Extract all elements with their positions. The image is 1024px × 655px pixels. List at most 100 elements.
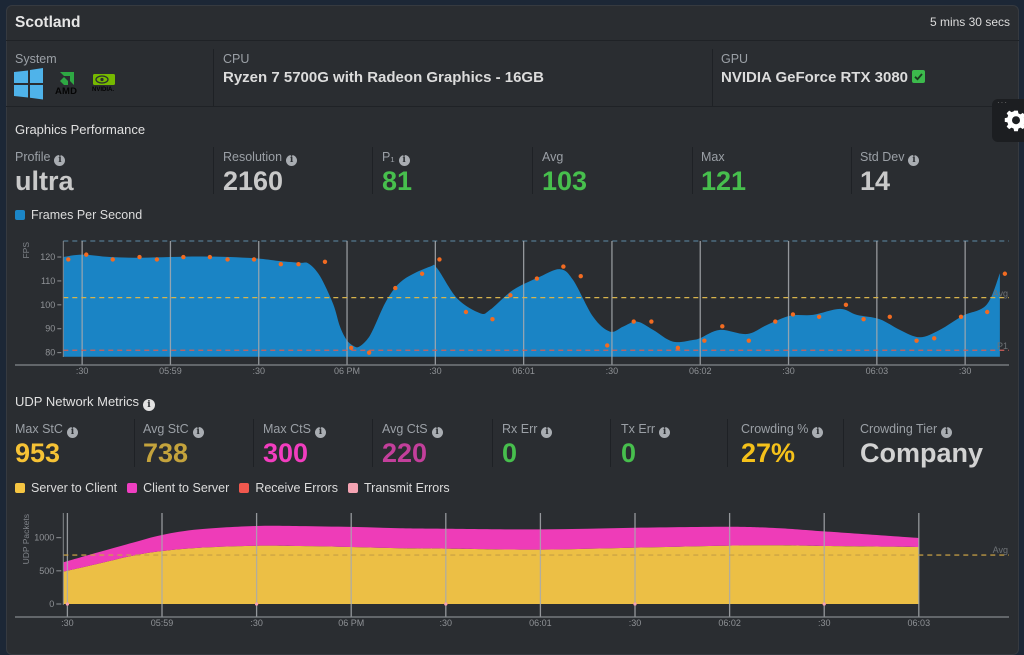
- fps-sample-point: [463, 309, 469, 315]
- fps-x-tick-label: :30: [782, 366, 795, 376]
- gpu-value: NVIDIA GeForce RTX 3080: [721, 69, 909, 86]
- info-icon[interactable]: i: [908, 155, 920, 166]
- divider: [692, 147, 693, 194]
- legend-label-client-to-server[interactable]: Client to Server: [143, 481, 230, 495]
- system-row-divider: [6, 106, 1019, 107]
- fps-sample-point: [490, 316, 495, 322]
- legend-swatch: [127, 483, 138, 493]
- udp-error-marker-transmit-errors: [633, 602, 637, 606]
- elapsed-time: 5 mins 30 secs: [929, 15, 1010, 29]
- fps-sample-point: [675, 345, 681, 351]
- stat-label-text: P₁: [382, 150, 395, 164]
- fps-sample-point: [366, 350, 372, 355]
- gpu-label: GPU: [721, 52, 749, 66]
- fps-sample-point: [278, 261, 284, 267]
- udp-error-marker-transmit-errors: [822, 602, 826, 606]
- stat-value: 0: [502, 438, 518, 468]
- divider: [213, 147, 214, 194]
- fps-legend: Frames Per Second: [15, 207, 152, 223]
- fps-sample-point: [348, 345, 354, 351]
- stat-label: Rx Err i: [502, 420, 553, 438]
- info-icon[interactable]: i: [286, 155, 298, 166]
- cpu-label: CPU: [223, 52, 250, 66]
- gpu-row: NVIDIA GeForce RTX 3080: [721, 68, 926, 88]
- fps-x-tick-label: 06:01: [512, 366, 535, 376]
- udp-x-tick-label: :30: [61, 618, 74, 628]
- fps-sample-point: [137, 254, 142, 260]
- stat-label: Profile i: [15, 148, 66, 166]
- fps-sample-point: [322, 259, 328, 264]
- fps-y-tick-label: 90: [45, 324, 55, 334]
- info-icon[interactable]: i: [541, 427, 553, 438]
- udp-x-tick-label: :30: [440, 618, 453, 628]
- stat-label: Std Dev i: [860, 148, 920, 166]
- info-icon[interactable]: i: [143, 399, 156, 411]
- info-icon[interactable]: i: [659, 427, 671, 438]
- fps-y-tick-label: 100: [40, 300, 55, 310]
- legend-swatch: [15, 483, 25, 493]
- nvidia-logo-text: NVIDIA.: [92, 87, 115, 93]
- stat-label: Resolution i: [223, 148, 298, 166]
- legend-label[interactable]: Frames Per Second: [31, 208, 143, 222]
- graphics-section-title: Graphics Performance: [15, 122, 146, 137]
- check-square-icon: [912, 70, 926, 83]
- stat-value: Company: [860, 438, 984, 468]
- udp-chart: Avg 0 500 1000:30 05:59:30 06 PM:30 06:01:30 06…: [15, 513, 1009, 628]
- stat-value: 220: [382, 438, 428, 468]
- stat-value: 953: [15, 438, 61, 468]
- stat-label: Avg CtS i: [382, 420, 443, 438]
- amd-logo-text: AMD: [55, 86, 78, 97]
- udp-x-tick-label: 06:01: [529, 618, 552, 628]
- fps-sample-point: [251, 257, 257, 262]
- fps-sample-point: [296, 261, 301, 267]
- info-icon[interactable]: i: [941, 427, 953, 438]
- info-icon[interactable]: i: [398, 155, 410, 166]
- settings-button[interactable]: ···: [992, 99, 1024, 142]
- stat-label: Max CtS i: [263, 420, 326, 438]
- stat-label: Max: [701, 150, 725, 164]
- fps-sample-point: [649, 319, 654, 324]
- legend-label-transmit-errors[interactable]: Transmit Errors: [363, 481, 450, 495]
- fps-sample-point: [746, 338, 752, 343]
- fps-x-tick-label: :30: [76, 366, 89, 376]
- stat-label: Crowding Tier i: [860, 420, 953, 438]
- stat-value: 121: [701, 166, 747, 196]
- stat-value: 0: [621, 438, 637, 468]
- fps-y-tick-label: 80: [45, 348, 55, 358]
- fps-sample-point: [393, 285, 398, 291]
- stat-value: ultra: [15, 166, 74, 196]
- udp-x-tick-label: :30: [818, 618, 831, 628]
- stat-label-text: Std Dev: [860, 150, 905, 164]
- udp-x-tick-label: :30: [250, 618, 263, 628]
- divider: [727, 419, 728, 467]
- stat-label: Crowding % i: [741, 420, 824, 438]
- cpu-value: Ryzen 7 5700G with Radeon Graphics - 16G…: [223, 69, 544, 86]
- fps-sample-point: [932, 336, 937, 341]
- udp-area-server-to-client: [63, 545, 919, 604]
- fps-sample-point: [110, 257, 115, 262]
- info-icon[interactable]: i: [54, 155, 66, 166]
- fps-sample-point: [958, 314, 964, 319]
- network-section-title: UDP Network Metrics i: [15, 393, 156, 411]
- udp-y-axis-label: UDP Packets: [21, 514, 31, 564]
- stat-label-text: Avg CtS: [382, 422, 428, 436]
- nvidia-logo-icon: [93, 74, 115, 85]
- fps-sample-point: [605, 343, 610, 348]
- info-icon[interactable]: i: [812, 427, 824, 438]
- legend-label-receive-errors[interactable]: Receive Errors: [255, 481, 338, 495]
- info-icon[interactable]: i: [66, 427, 78, 438]
- legend-label-server-to-client[interactable]: Server to Client: [31, 481, 118, 495]
- network-title-text: UDP Network Metrics: [15, 394, 140, 409]
- udp-x-tick-label: :30: [629, 618, 642, 628]
- divider: [213, 49, 214, 106]
- info-icon[interactable]: i: [314, 427, 326, 438]
- stat-value: 103: [542, 166, 588, 196]
- fps-sample-point: [154, 257, 160, 262]
- system-label: System: [15, 52, 57, 66]
- info-icon[interactable]: i: [431, 427, 443, 438]
- stat-value: 27%: [741, 438, 796, 468]
- fps-sample-point: [207, 254, 213, 260]
- legend-swatch: [15, 210, 25, 220]
- info-icon[interactable]: i: [192, 427, 204, 438]
- fps-sample-point: [437, 257, 442, 262]
